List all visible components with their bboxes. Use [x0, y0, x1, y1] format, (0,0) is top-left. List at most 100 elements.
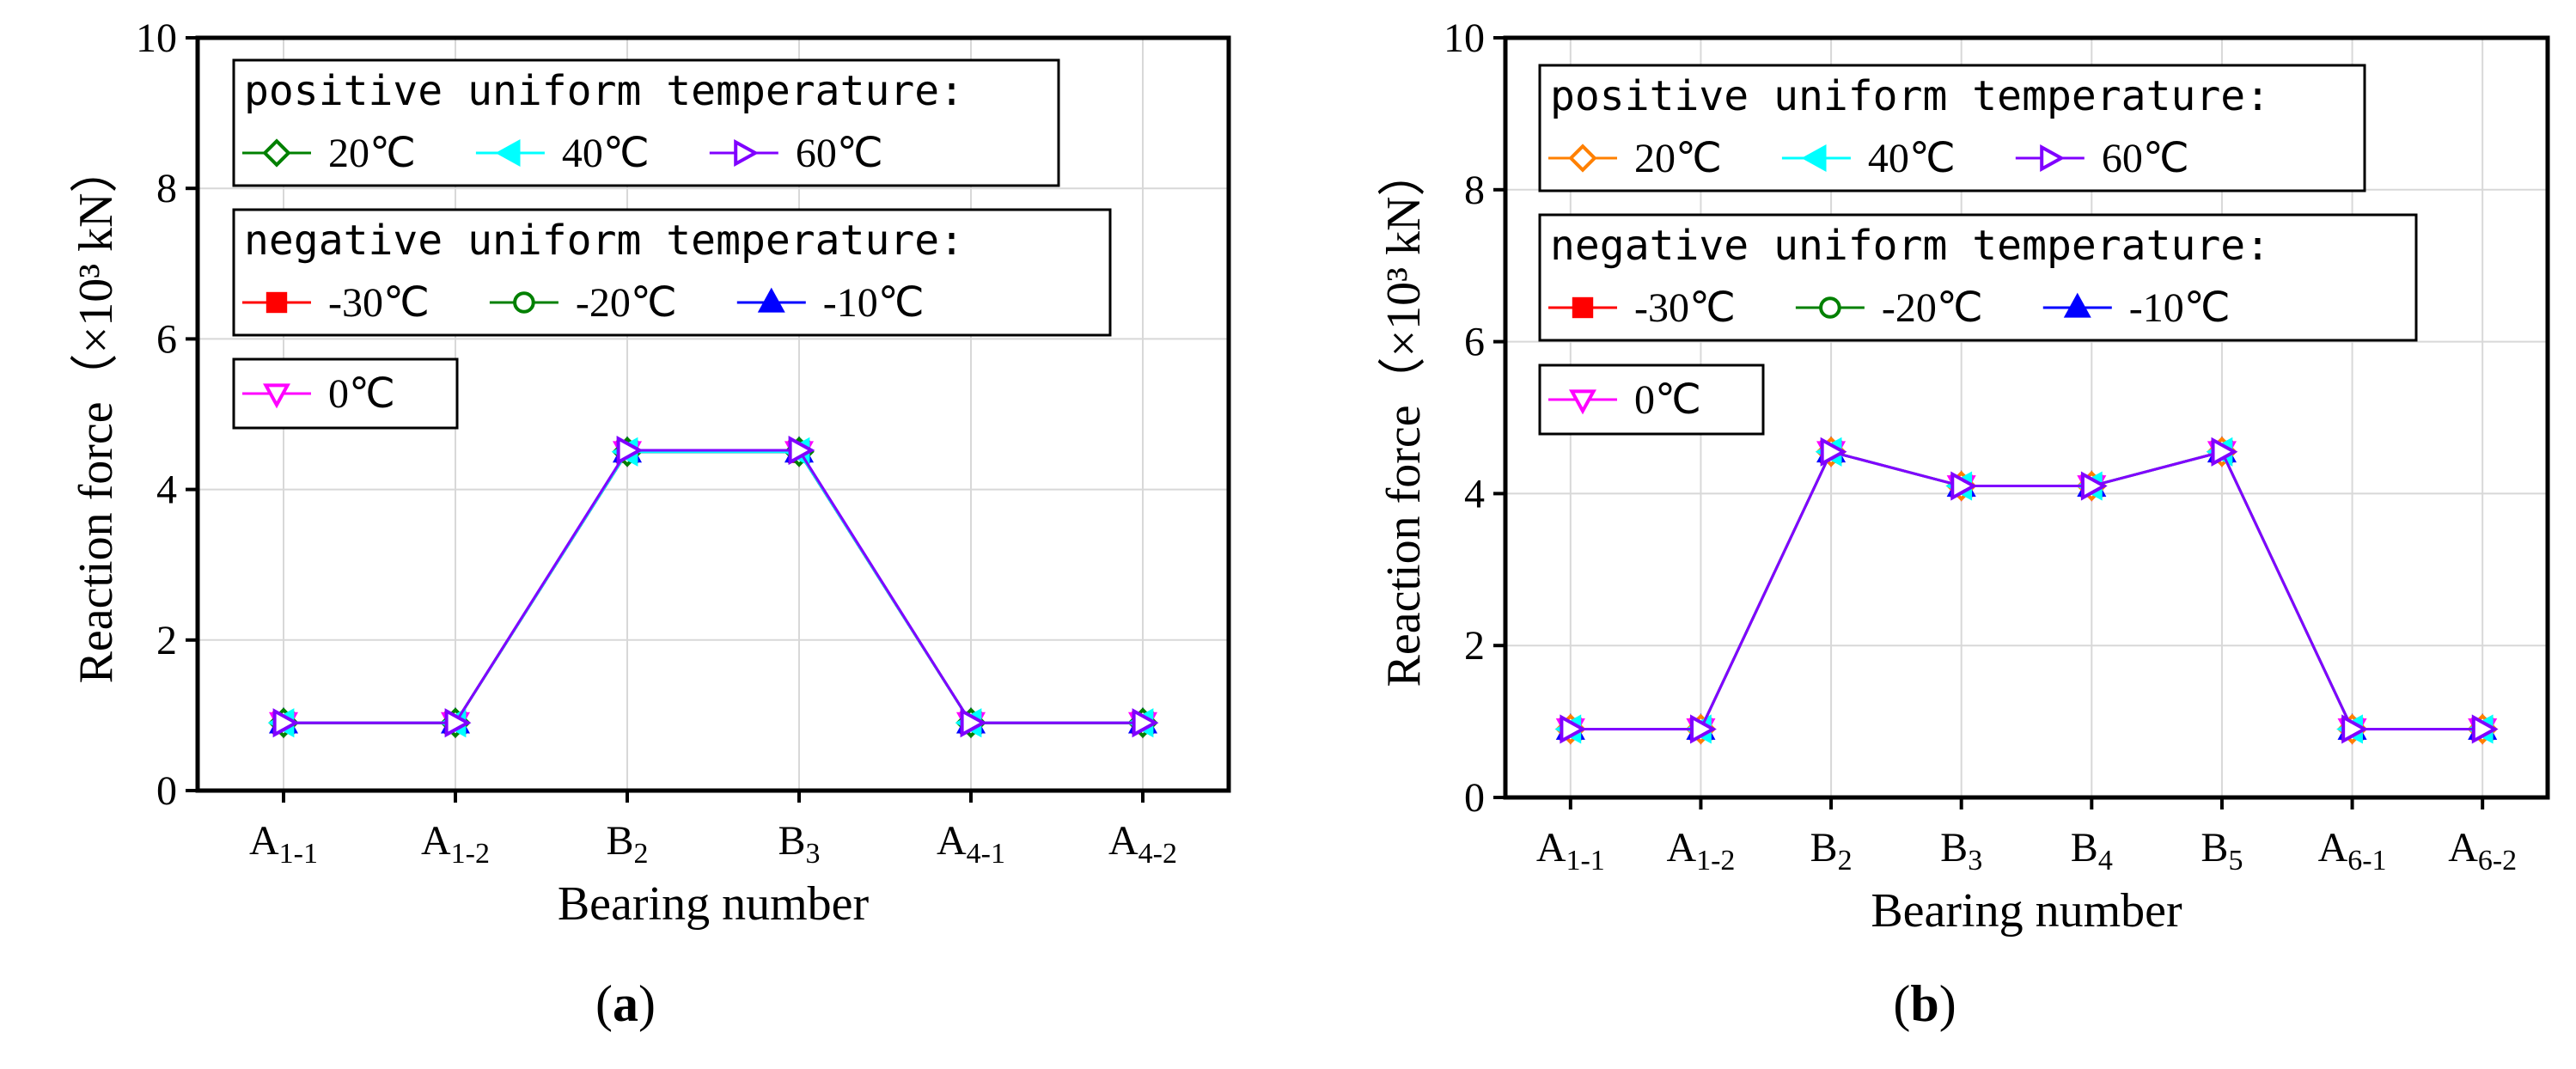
- panel-a: 0 2 4 6 8 10 A1-1 A1-2 B2 B3 A4-1 A4-2 Bearing numbe…: [70, 15, 1231, 1032]
- legend-marker: [1819, 296, 1841, 319]
- legend-marker: [262, 138, 291, 168]
- x-tick-label: A6-1: [2318, 825, 2387, 877]
- y-tick-label: 6: [156, 316, 177, 362]
- legend-item-0℃: 0℃: [242, 371, 395, 417]
- data-point: [1132, 708, 1159, 738]
- legend-item--30℃: -30℃: [242, 280, 430, 326]
- x-tick-label: A4-2: [1108, 818, 1177, 870]
- legend-marker: [1569, 389, 1596, 415]
- data-point: [960, 708, 987, 738]
- data-point: [272, 708, 300, 738]
- series-line: [284, 449, 1143, 724]
- y-axis-title: Reaction force（×10³ kN）: [70, 145, 123, 684]
- legend-label: -30℃: [1634, 285, 1736, 331]
- legend-negative: negative uniform temperature: -30℃ -20℃ -10…: [1538, 213, 2418, 342]
- x-tick-label: B4: [2071, 825, 2113, 877]
- series-60℃: [272, 436, 1159, 738]
- legend-label: 20℃: [1634, 136, 1722, 181]
- series-line: [284, 450, 1143, 724]
- legend-item-40℃: 40℃: [475, 131, 650, 176]
- legend-marker: [2040, 144, 2066, 172]
- x-tick-label: B2: [606, 818, 648, 870]
- legend-zero: 0℃: [1538, 363, 1765, 436]
- legend-marker: [734, 139, 760, 167]
- y-tick-label: 8: [1464, 168, 1485, 213]
- y-tick-label: 2: [156, 618, 177, 663]
- x-axis-title: Bearing number: [558, 877, 870, 931]
- series--10℃: [268, 436, 1158, 734]
- data-point: [444, 708, 472, 738]
- legend-marker: [1568, 144, 1597, 173]
- legend-label: 40℃: [562, 131, 650, 176]
- plot-frame: [195, 35, 1231, 793]
- legend-label: -10℃: [823, 280, 925, 326]
- legend-item--20℃: -20℃: [1795, 285, 1983, 331]
- legend-title: negative uniform temperature:: [1550, 222, 2270, 270]
- series-0℃: [268, 441, 1158, 739]
- series-line: [284, 450, 1143, 724]
- legend-label: -30℃: [328, 280, 430, 326]
- x-axis-title: Bearing number: [1871, 884, 2182, 938]
- legend-label: -20℃: [1882, 285, 1983, 331]
- series-line: [284, 450, 1143, 724]
- series--20℃: [272, 440, 1155, 735]
- legend-item--10℃: -10℃: [736, 280, 925, 326]
- series-60℃: [1560, 437, 2499, 744]
- legend-box: [232, 58, 1060, 187]
- data-point: [616, 436, 644, 466]
- legend-title: negative uniform temperature:: [244, 217, 964, 265]
- panel-caption: (b): [1893, 975, 1956, 1032]
- legend-label: -20℃: [576, 280, 677, 326]
- x-tick-label: B3: [778, 818, 820, 870]
- y-tick-label: 6: [1464, 320, 1485, 365]
- x-tick-label: B5: [2201, 825, 2243, 877]
- legend-title: positive uniform temperature:: [1550, 72, 2270, 120]
- legend-label: 60℃: [2102, 136, 2189, 181]
- data-point: [788, 436, 815, 466]
- series-line: [284, 450, 1143, 724]
- series-40℃: [267, 437, 1154, 738]
- series--10℃: [1555, 436, 2498, 740]
- x-tick-label: A1-1: [1536, 825, 1605, 877]
- plot-frame: [1503, 35, 2550, 800]
- y-tick-label: 4: [156, 467, 177, 513]
- legend-item-20℃: 20℃: [242, 131, 416, 176]
- legend-item-0℃: 0℃: [1548, 377, 1701, 423]
- legend-marker: [1801, 144, 1827, 172]
- data-point: [1950, 471, 1978, 501]
- legend-positive: positive uniform temperature: 20℃ 40℃ 60℃: [232, 58, 1060, 187]
- x-tick-label: A6-2: [2448, 825, 2517, 877]
- legend-zero: 0℃: [232, 357, 459, 430]
- series-20℃: [268, 437, 1158, 738]
- x-tick-label: A1-2: [421, 818, 490, 870]
- legend-title: positive uniform temperature:: [244, 67, 964, 115]
- legend-marker: [495, 139, 521, 167]
- series-line: [284, 450, 1143, 724]
- legend-box: [1538, 64, 2366, 192]
- x-tick-label: B2: [1810, 825, 1853, 877]
- data-point: [2471, 714, 2499, 744]
- legend-item--20℃: -20℃: [489, 280, 677, 326]
- x-tick-label: A1-2: [1666, 825, 1735, 877]
- legend-item-20℃: 20℃: [1548, 136, 1722, 181]
- legend-negative: negative uniform temperature: -30℃ -20℃ -10…: [232, 208, 1112, 337]
- series-20℃: [1555, 437, 2498, 745]
- legend-label: -10℃: [2129, 285, 2231, 331]
- x-tick-label: A4-1: [937, 818, 1005, 870]
- y-tick-label: 0: [1464, 775, 1485, 821]
- legend-positive: positive uniform temperature: 20℃ 40℃ 60℃: [1538, 64, 2366, 192]
- legend-marker: [2063, 292, 2091, 318]
- x-tick-label: B3: [1940, 825, 1982, 877]
- legend-label: 40℃: [1868, 136, 1956, 181]
- data-point: [2211, 437, 2238, 467]
- series-line: [284, 450, 1143, 724]
- legend-box: [232, 208, 1112, 337]
- y-tick-label: 8: [156, 166, 177, 211]
- legend-item-60℃: 60℃: [2015, 136, 2189, 181]
- data-point: [1690, 714, 1717, 744]
- legend-item-60℃: 60℃: [709, 131, 883, 176]
- y-axis-title: Reaction force（×10³ kN）: [1377, 149, 1431, 687]
- legend-label: 20℃: [328, 131, 416, 176]
- legend-label: 60℃: [796, 131, 883, 176]
